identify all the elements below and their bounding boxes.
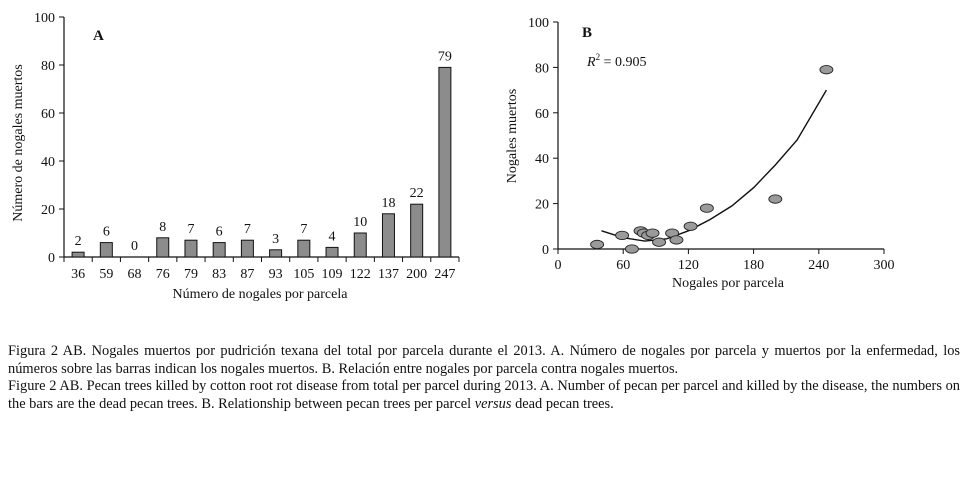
chart-b-y-tick-label: 80 [535, 61, 549, 76]
chart-b-axes: 0 20 40 60 80 100 0 60 120 180 240 300 [528, 16, 895, 273]
chart-b-point [590, 239, 605, 250]
chart-a-y-tick-label: 100 [34, 11, 55, 26]
chart-a-data-label: 2 [75, 234, 82, 249]
chart-a-x-tick-label: 122 [350, 267, 371, 282]
chart-b-x-tick-label: 60 [616, 258, 630, 273]
chart-a-x-tick-label: 105 [293, 267, 314, 282]
chart-a-bar [438, 66, 452, 258]
chart-a-bar [269, 249, 283, 258]
figure-caption: Figura 2 AB. Nogales muertos por pudrici… [8, 343, 960, 413]
chart-a-data-label: 8 [159, 220, 166, 235]
chart-a-data-label: 0 [131, 239, 138, 254]
chart-b-x-tick-label: 300 [874, 258, 895, 273]
chart-b-point [819, 65, 834, 75]
chart-a-x-tick-label: 59 [99, 267, 113, 282]
chart-a-bar [297, 239, 311, 258]
chart-b-trendline [601, 89, 828, 242]
chart-a-data-label: 6 [103, 225, 110, 240]
chart-b-x-tick-label: 120 [678, 258, 699, 273]
chart-a-y-axis-label: Número de nogales muertos [11, 64, 26, 221]
chart-b-x-axis-label: Nogales por parcela [672, 276, 785, 291]
chart-b-x-tick-label: 180 [743, 258, 764, 273]
chart-b-point [669, 235, 684, 245]
chart-a-x-axis-label: Número de nogales por parcela [173, 287, 349, 302]
caption-english-italic: versus [474, 395, 512, 412]
chart-b-y-tick-label: 0 [542, 243, 549, 258]
chart-a-y-tick-label: 80 [41, 59, 55, 74]
chart-b-x-tick-label: 240 [808, 258, 829, 273]
chart-a-x-tick-label: 137 [378, 267, 399, 282]
chart-b-x-tick-label: 0 [555, 258, 562, 273]
chart-a-x-tick-label: 87 [240, 267, 254, 282]
caption-english-main: Figure 2 AB. Pecan trees killed by cotto… [8, 378, 960, 412]
chart-a-data-label: 10 [353, 215, 367, 230]
chart-b-y-tick-label: 100 [528, 16, 549, 31]
chart-b-y-axis-label: Nogales muertos [505, 89, 520, 183]
chart-a-data-label: 79 [438, 49, 452, 64]
chart-b-y-tick-label: 60 [535, 107, 549, 122]
chart-a-bar [184, 239, 198, 258]
chart-a-data-label: 3 [272, 232, 279, 247]
chart-b-point [699, 203, 714, 213]
chart-a-data-label: 18 [381, 196, 395, 211]
chart-a-y-tick-label: 20 [41, 203, 55, 218]
chart-a-x-tick-label: 83 [212, 267, 226, 282]
chart-a-x-tick-label: 68 [128, 267, 142, 282]
chart-a-x-tick-label: 247 [434, 267, 455, 282]
chart-b-point [645, 228, 660, 238]
chart-b-point [683, 221, 698, 231]
caption-english-end: dead pecan trees. [511, 395, 614, 412]
chart-b-panel-label: B [582, 25, 592, 41]
scatter-chart-b: 0 20 40 60 80 100 0 60 120 180 240 300 B R2 = 0.905… [505, 16, 895, 291]
chart-a-x-tick-label: 109 [322, 267, 343, 282]
chart-a-bar [99, 242, 113, 258]
chart-b-points [590, 65, 834, 254]
chart-a-bar [156, 237, 170, 258]
chart-a-data-label: 4 [329, 229, 336, 244]
chart-a-x-tick-label: 200 [406, 267, 427, 282]
chart-a-bar [410, 203, 424, 258]
caption-english: Figure 2 AB. Pecan trees killed by cotto… [8, 378, 960, 413]
r2-symbol: R [586, 55, 596, 70]
r2-value: = 0.905 [600, 55, 646, 70]
chart-a-bars: 2 6 0 8 7 6 7 3 7 4 10 18 22 79 [71, 49, 452, 258]
chart-a-panel-label: A [93, 28, 104, 44]
chart-a-y-tick-label: 40 [41, 155, 55, 170]
chart-a-bar [353, 232, 367, 258]
chart-a-data-label: 7 [300, 222, 307, 237]
chart-a-x-tick-label: 36 [71, 267, 85, 282]
chart-a-x-tick-label: 93 [269, 267, 283, 282]
caption-spanish: Figura 2 AB. Nogales muertos por pudrici… [8, 343, 960, 377]
chart-a-bar [212, 242, 226, 258]
chart-b-point [615, 230, 630, 241]
chart-b-point [624, 244, 639, 254]
chart-a-y-tick-label: 0 [48, 251, 55, 266]
chart-a-bar [325, 246, 339, 258]
chart-b-y-tick-label: 40 [535, 152, 549, 167]
chart-a-bar [71, 251, 85, 258]
r2-superscript: 2 [596, 52, 601, 62]
chart-a-x-tick-label: 79 [184, 267, 198, 282]
chart-a-x-tick-label: 76 [156, 267, 170, 282]
chart-b-point [768, 194, 783, 204]
chart-a-data-label: 22 [410, 186, 424, 201]
chart-a-bar [240, 239, 254, 258]
chart-a-data-label: 7 [244, 222, 251, 237]
chart-a-data-label: 7 [187, 222, 194, 237]
chart-a-bar [381, 213, 395, 258]
chart-a-y-tick-label: 60 [41, 107, 55, 122]
chart-b-point [652, 237, 667, 247]
chart-b-y-tick-label: 20 [535, 198, 549, 213]
chart-a-data-label: 6 [216, 225, 223, 240]
chart-b-r2-annotation: R2 = 0.905 [586, 52, 646, 70]
